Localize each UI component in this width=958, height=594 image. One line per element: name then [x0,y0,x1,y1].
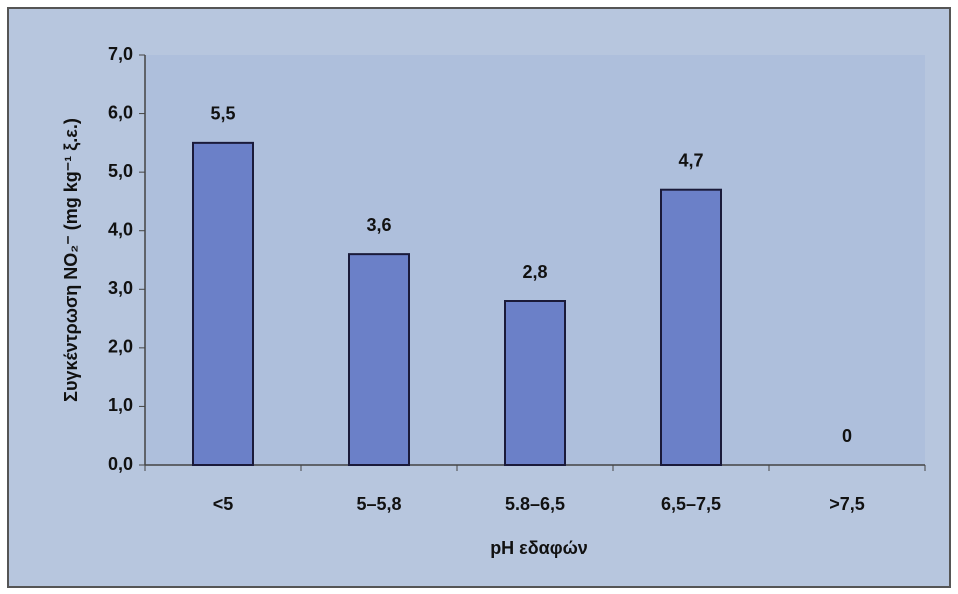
y-tick-label: 5,0 [108,161,133,181]
y-tick-label: 2,0 [108,337,133,357]
y-tick-label: 7,0 [108,44,133,64]
x-tick-label: 5–5,8 [356,494,401,514]
x-tick-label: 6,5–7,5 [661,494,721,514]
data-label: 3,6 [366,215,391,235]
y-tick-label: 6,0 [108,102,133,122]
y-tick-label: 1,0 [108,395,133,415]
bar [504,300,566,466]
bar [660,188,722,466]
bar [192,141,254,466]
bar [348,253,410,466]
x-axis-title: pH εδαφών [490,538,588,558]
data-label: 4,7 [678,150,703,170]
y-tick-label: 4,0 [108,219,133,239]
data-label: 2,8 [522,262,547,282]
data-label: 0 [842,426,852,446]
x-tick-label: >7,5 [829,494,865,514]
x-tick-label: 5.8–6,5 [505,494,565,514]
y-axis-title: Συγκέντρωση NO₂⁻ (mg kg⁻¹ ξ.ε.) [61,118,82,402]
y-tick-label: 3,0 [108,278,133,298]
x-tick-label: <5 [213,494,234,514]
data-label: 5,5 [210,104,235,124]
y-tick-label: 0,0 [108,454,133,474]
